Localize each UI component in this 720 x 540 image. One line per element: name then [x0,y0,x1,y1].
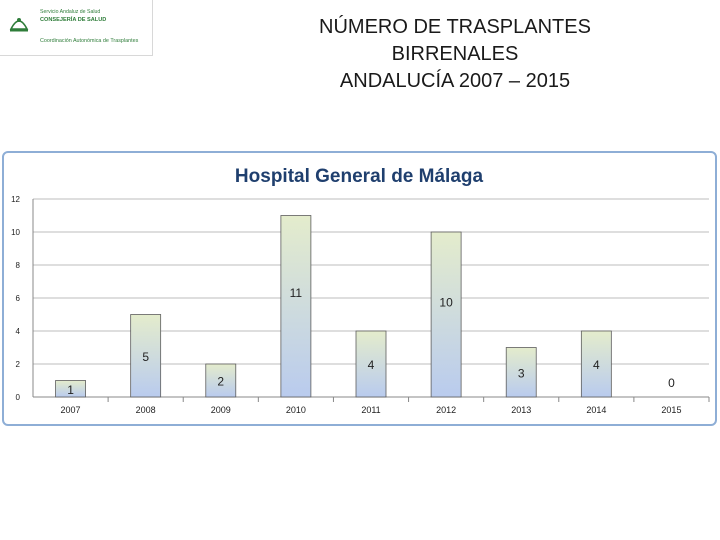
page-title-line-3: ANDALUCÍA 2007 – 2015 [339,70,571,92]
data-label: 0 [668,376,675,390]
page-title-line-1: NÚMERO DE TRASPLANTES [319,16,591,38]
x-tick-label: 2013 [511,405,531,415]
x-tick-label: 2011 [361,405,380,415]
bar [430,231,462,398]
data-label: 2 [217,375,224,389]
x-tick-label: 2015 [661,405,681,415]
y-tick-label: 2 [16,360,21,369]
chart-frame: Hospital General de Málaga 0 2 4 6 8 10 12 1 2007… [2,151,717,426]
data-label: 3 [518,366,525,380]
chart-title: Hospital General de Málaga [235,166,484,187]
logo-line-2: CONSEJERÍA DE SALUD [40,17,107,23]
bar [505,347,537,398]
bar [355,330,387,398]
logo-line-1: Servicio Andaluz de Salud [40,9,101,15]
data-label: 1 [67,383,74,397]
bar-chart: Hospital General de Málaga 0 2 4 6 8 10 12 1 2007… [11,166,710,415]
data-label: 5 [142,350,149,364]
x-tick-label: 2014 [586,405,606,415]
logo-line-3: Coordinación Autonómica de Trasplantes [40,38,139,44]
x-tick-label: 2007 [61,405,81,415]
y-tick-label: 12 [11,195,20,204]
data-label: 4 [368,358,375,372]
y-tick-label: 8 [16,261,21,270]
x-tick-label: 2010 [286,405,306,415]
bar [205,363,237,398]
bar [130,314,162,398]
y-tick-label: 0 [16,393,21,402]
bar [55,380,86,398]
x-tick-label: 2009 [211,405,231,415]
junta-andalucia-emblem-icon [6,9,32,35]
bar [280,215,312,398]
bar [580,330,612,398]
x-tick-label: 2012 [436,405,456,415]
page-title-line-2: BIRRENALES [391,43,519,65]
y-tick-label: 4 [16,327,21,336]
x-tick-label: 2008 [136,405,156,415]
y-tick-label: 10 [11,228,20,237]
data-label: 11 [290,286,303,300]
page-title: NÚMERO DE TRASPLANTES BIRRENALES ANDALUC… [270,14,640,95]
logo: Servicio Andaluz de Salud CONSEJERÍA DE … [0,0,153,56]
y-tick-label: 6 [16,294,21,303]
data-label: 10 [439,295,453,309]
data-label: 4 [593,358,600,372]
